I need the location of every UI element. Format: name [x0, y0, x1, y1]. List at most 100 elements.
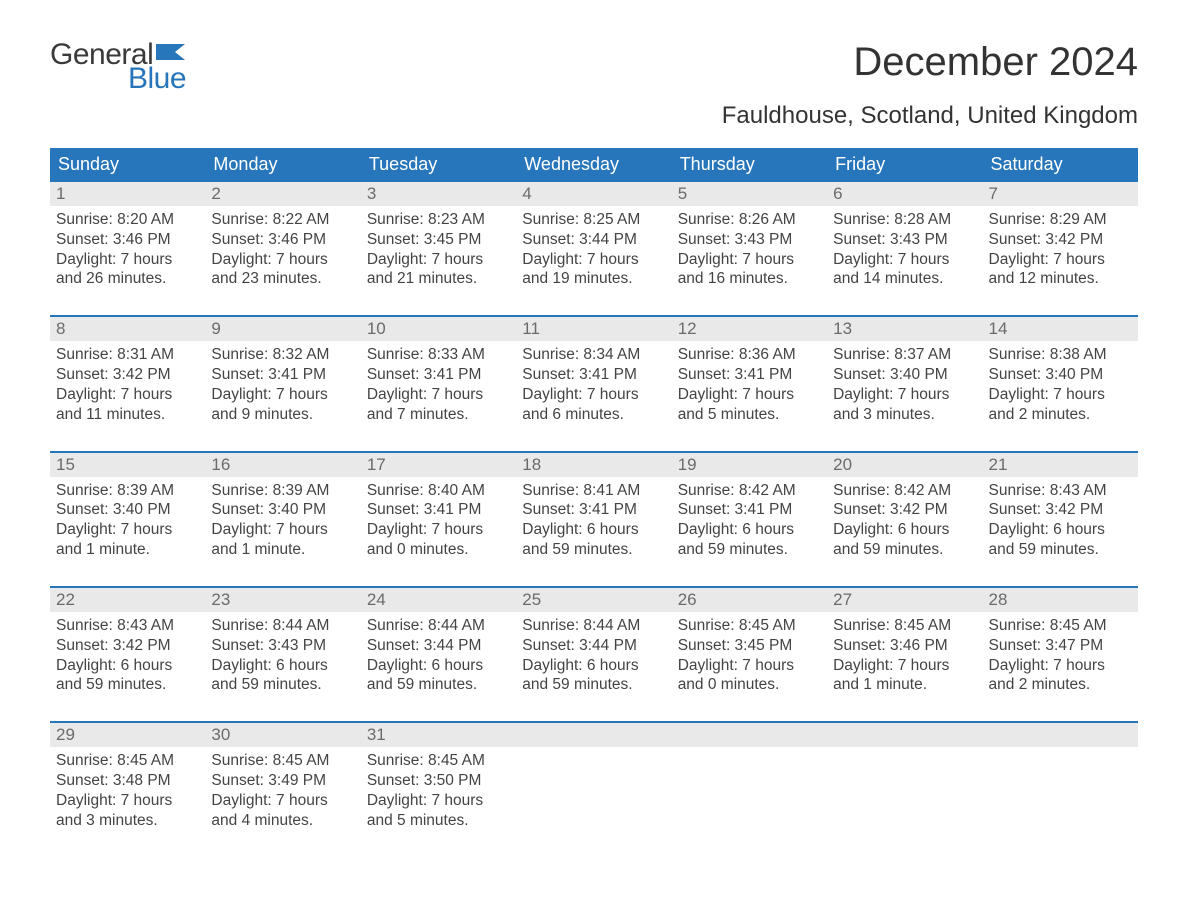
day-number: 17 [361, 453, 516, 477]
daylight-line: Daylight: 7 hours [211, 385, 354, 405]
day-cell-body: Sunrise: 8:45 AMSunset: 3:50 PMDaylight:… [361, 747, 516, 830]
daynum-band: 31 [361, 723, 516, 747]
day-cell: 6Sunrise: 8:28 AMSunset: 3:43 PMDaylight… [827, 182, 982, 315]
sunset-line: Sunset: 3:45 PM [678, 636, 821, 656]
daynum-band: 30 [205, 723, 360, 747]
daylight-line: and 9 minutes. [211, 405, 354, 425]
day-header-row: SundayMondayTuesdayWednesdayThursdayFrid… [50, 148, 1138, 182]
sunrise-line: Sunrise: 8:42 AM [678, 481, 821, 501]
sunset-line: Sunset: 3:42 PM [833, 500, 976, 520]
sunset-line: Sunset: 3:41 PM [211, 365, 354, 385]
daylight-line: and 0 minutes. [367, 540, 510, 560]
daylight-line: Daylight: 7 hours [56, 250, 199, 270]
day-cell-body: Sunrise: 8:22 AMSunset: 3:46 PMDaylight:… [205, 206, 360, 289]
day-number: 6 [827, 182, 982, 206]
day-number: 21 [983, 453, 1138, 477]
day-cell: 15 Sunrise: 8:39 AMSunset: 3:40 PMDayligh… [50, 453, 205, 586]
sunrise-line: Sunrise: 8:44 AM [522, 616, 665, 636]
daylight-line: and 59 minutes. [367, 675, 510, 695]
daynum-band: 2 [205, 182, 360, 206]
sunrise-line: Sunrise: 8:43 AM [989, 481, 1132, 501]
daylight-line: Daylight: 7 hours [367, 791, 510, 811]
daylight-line: Daylight: 7 hours [56, 791, 199, 811]
day-number: 14 [983, 317, 1138, 341]
sunset-line: Sunset: 3:42 PM [989, 230, 1132, 250]
day-number: 9 [205, 317, 360, 341]
day-cell-body: Sunrise: 8:41 AMSunset: 3:41 PMDaylight:… [516, 477, 671, 560]
day-header: Sunday [50, 148, 205, 182]
daylight-line: and 2 minutes. [989, 675, 1132, 695]
day-number: 5 [672, 182, 827, 206]
sunset-line: Sunset: 3:42 PM [989, 500, 1132, 520]
page-title: December 2024 [853, 40, 1138, 85]
page-header: General Blue December 2024 [50, 40, 1138, 94]
day-cell-body: Sunrise: 8:43 AMSunset: 3:42 PMDaylight:… [50, 612, 205, 695]
day-cell: 30Sunrise: 8:45 AMSunset: 3:49 PMDayligh… [205, 723, 360, 856]
day-number: 12 [672, 317, 827, 341]
day-cell: 13Sunrise: 8:37 AMSunset: 3:40 PMDayligh… [827, 317, 982, 450]
day-number: 22 [50, 588, 205, 612]
day-cell-body: Sunrise: 8:37 AMSunset: 3:40 PMDaylight:… [827, 341, 982, 424]
daylight-line: Daylight: 7 hours [989, 250, 1132, 270]
sunset-line: Sunset: 3:41 PM [367, 365, 510, 385]
daynum-band [516, 723, 671, 747]
day-cell: 25Sunrise: 8:44 AMSunset: 3:44 PMDayligh… [516, 588, 671, 721]
sunrise-line: Sunrise: 8:45 AM [833, 616, 976, 636]
day-cell-body: Sunrise: 8:44 AMSunset: 3:44 PMDaylight:… [361, 612, 516, 695]
daylight-line: and 5 minutes. [678, 405, 821, 425]
sunset-line: Sunset: 3:41 PM [522, 500, 665, 520]
sunrise-line: Sunrise: 8:32 AM [211, 345, 354, 365]
sunrise-line: Sunrise: 8:40 AM [367, 481, 510, 501]
day-cell-body: Sunrise: 8:25 AMSunset: 3:44 PMDaylight:… [516, 206, 671, 289]
sunset-line: Sunset: 3:42 PM [56, 636, 199, 656]
daynum-band: 18 [516, 453, 671, 477]
daylight-line: and 3 minutes. [833, 405, 976, 425]
daynum-band: 20 [827, 453, 982, 477]
daylight-line: Daylight: 7 hours [367, 385, 510, 405]
daylight-line: Daylight: 6 hours [211, 656, 354, 676]
day-cell-body: Sunrise: 8:38 AMSunset: 3:40 PMDaylight:… [983, 341, 1138, 424]
daylight-line: and 14 minutes. [833, 269, 976, 289]
sunrise-line: Sunrise: 8:23 AM [367, 210, 510, 230]
daynum-band: 10 [361, 317, 516, 341]
day-number [983, 723, 1138, 747]
daylight-line: Daylight: 6 hours [522, 520, 665, 540]
daynum-band [983, 723, 1138, 747]
day-cell: 7Sunrise: 8:29 AMSunset: 3:42 PMDaylight… [983, 182, 1138, 315]
day-number: 11 [516, 317, 671, 341]
daylight-line: and 26 minutes. [56, 269, 199, 289]
sunrise-line: Sunrise: 8:39 AM [56, 481, 199, 501]
daylight-line: and 59 minutes. [56, 675, 199, 695]
daynum-band: 28 [983, 588, 1138, 612]
daylight-line: and 4 minutes. [211, 811, 354, 831]
daynum-band: 14 [983, 317, 1138, 341]
day-cell: 28Sunrise: 8:45 AMSunset: 3:47 PMDayligh… [983, 588, 1138, 721]
day-cell: 2Sunrise: 8:22 AMSunset: 3:46 PMDaylight… [205, 182, 360, 315]
sunset-line: Sunset: 3:42 PM [56, 365, 199, 385]
weeks-container: 1Sunrise: 8:20 AMSunset: 3:46 PMDaylight… [50, 182, 1138, 857]
daylight-line: Daylight: 7 hours [211, 791, 354, 811]
day-cell-body: Sunrise: 8:26 AMSunset: 3:43 PMDaylight:… [672, 206, 827, 289]
day-cell: 18Sunrise: 8:41 AMSunset: 3:41 PMDayligh… [516, 453, 671, 586]
day-cell: 8Sunrise: 8:31 AMSunset: 3:42 PMDaylight… [50, 317, 205, 450]
day-cell-body: Sunrise: 8:34 AMSunset: 3:41 PMDaylight:… [516, 341, 671, 424]
sunset-line: Sunset: 3:40 PM [56, 500, 199, 520]
daylight-line: and 6 minutes. [522, 405, 665, 425]
sunset-line: Sunset: 3:43 PM [678, 230, 821, 250]
sunrise-line: Sunrise: 8:28 AM [833, 210, 976, 230]
day-number: 25 [516, 588, 671, 612]
sunrise-line: Sunrise: 8:45 AM [989, 616, 1132, 636]
day-number: 26 [672, 588, 827, 612]
sunrise-line: Sunrise: 8:43 AM [56, 616, 199, 636]
sunrise-line: Sunrise: 8:26 AM [678, 210, 821, 230]
day-number: 3 [361, 182, 516, 206]
day-cell: 10Sunrise: 8:33 AMSunset: 3:41 PMDayligh… [361, 317, 516, 450]
daylight-line: Daylight: 7 hours [989, 656, 1132, 676]
daynum-band: 15 [50, 453, 205, 477]
daylight-line: Daylight: 7 hours [833, 385, 976, 405]
day-number: 20 [827, 453, 982, 477]
daylight-line: Daylight: 7 hours [56, 520, 199, 540]
daylight-line: Daylight: 7 hours [678, 656, 821, 676]
daynum-band [827, 723, 982, 747]
day-cell: 3Sunrise: 8:23 AMSunset: 3:45 PMDaylight… [361, 182, 516, 315]
